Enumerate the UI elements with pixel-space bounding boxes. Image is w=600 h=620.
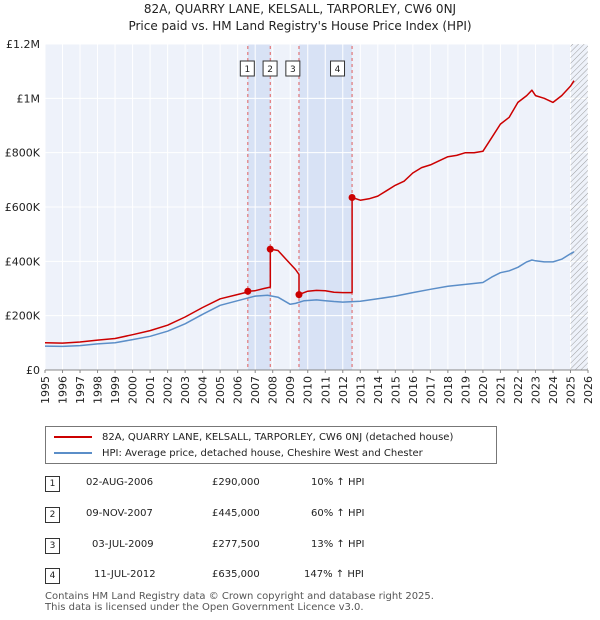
y-tick-label: £1.2M — [6, 38, 40, 51]
chart-legend: 82A, QUARRY LANE, KELSALL, TARPORLEY, CW… — [45, 426, 497, 464]
sale-row-2: 2 09-NOV-2007 £445,000 60% ↑ HPI — [45, 507, 545, 523]
x-tick-label: 2019 — [459, 376, 472, 404]
sale-point — [295, 291, 303, 299]
sale-label-number: 3 — [290, 65, 296, 75]
legend-item-property: 82A, QUARRY LANE, KELSALL, TARPORLEY, CW… — [54, 430, 453, 444]
sale-point — [348, 193, 356, 201]
y-tick-label: £1M — [17, 92, 41, 105]
x-tick-label: 2014 — [372, 376, 385, 404]
y-tick-label: £800K — [5, 147, 41, 160]
sale-label-number: 2 — [267, 65, 273, 75]
x-tick-label: 2023 — [530, 376, 543, 404]
sale-label-number: 1 — [244, 65, 250, 75]
sale-label-number: 4 — [335, 65, 341, 75]
sale-number: 3 — [45, 538, 60, 554]
x-tick-label: 1998 — [92, 376, 105, 404]
sale-date: 02-AUG-2006 — [86, 477, 154, 488]
x-tick-label: 2024 — [547, 376, 560, 404]
x-tick-label: 2026 — [582, 376, 595, 404]
y-tick-label: £0 — [26, 364, 40, 377]
sale-point — [244, 287, 252, 295]
sale-hpi: 147% ↑ HPI — [304, 569, 364, 580]
legend-label-hpi: HPI: Average price, detached house, Ches… — [102, 447, 423, 459]
x-tick-label: 2006 — [232, 376, 245, 404]
x-tick-label: 2016 — [407, 376, 420, 404]
hpi-series-line — [44, 251, 575, 348]
x-tick-label: 2011 — [319, 376, 332, 404]
sale-label-box — [285, 60, 301, 77]
sale-price: £635,000 — [212, 569, 260, 580]
x-tick-label: 2020 — [477, 376, 490, 404]
sale-price: £277,500 — [212, 539, 260, 550]
x-tick-label: 2025 — [565, 376, 578, 404]
sale-label-box — [262, 60, 278, 77]
sale-row-4: 4 11-JUL-2012 £635,000 147% ↑ HPI — [45, 568, 545, 584]
x-tick-label: 1996 — [57, 376, 70, 404]
x-tick-label: 2015 — [389, 376, 402, 404]
x-tick-label: 1997 — [74, 376, 87, 404]
x-tick-label: 2017 — [424, 376, 437, 404]
chart-subtitle: Price paid vs. HM Land Registry's House … — [128, 19, 472, 33]
x-tick-label: 2013 — [354, 376, 367, 404]
sale-number: 2 — [45, 507, 60, 523]
sale-hpi: 60% ↑ HPI — [311, 508, 365, 519]
x-tick-label: 2012 — [337, 376, 350, 404]
x-tick-label: 2022 — [512, 376, 525, 404]
x-tick-label: 1995 — [39, 376, 52, 404]
y-tick-label: £600K — [5, 201, 41, 214]
sale-date: 11-JUL-2012 — [94, 569, 156, 580]
x-tick-label: 2010 — [302, 376, 315, 404]
x-tick-label: 2008 — [267, 376, 280, 404]
legend-swatch-property — [54, 436, 92, 438]
x-tick-label: 2021 — [494, 376, 507, 404]
chart-title: 82A, QUARRY LANE, KELSALL, TARPORLEY, CW… — [143, 2, 457, 16]
property-series-line — [44, 80, 575, 344]
sale-row-1: 1 02-AUG-2006 £290,000 10% ↑ HPI — [45, 476, 545, 492]
x-tick-label: 2018 — [442, 376, 455, 404]
legend-swatch-hpi — [54, 452, 92, 454]
sale-point — [266, 245, 274, 253]
sale-number: 1 — [45, 476, 60, 492]
sale-label-box — [239, 60, 255, 77]
legend-item-hpi: HPI: Average price, detached house, Ches… — [54, 446, 423, 460]
sale-label-box — [330, 60, 346, 77]
x-tick-label: 2002 — [162, 376, 175, 404]
x-tick-label: 2009 — [284, 376, 297, 404]
footer-licence: This data is licensed under the Open Gov… — [45, 602, 364, 613]
x-tick-label: 1999 — [109, 376, 122, 404]
price-chart: 1 2 3 4 £0 £200K £400K £600K £800K £1M £1.2M 1995 1… — [5, 38, 595, 404]
x-tick-label: 2005 — [214, 376, 227, 404]
sale-hpi: 13% ↑ HPI — [311, 539, 365, 550]
sale-row-3: 3 03-JUL-2009 £277,500 13% ↑ HPI — [45, 538, 545, 554]
sale-price: £290,000 — [212, 477, 260, 488]
y-tick-label: £200K — [5, 310, 41, 323]
x-tick-label: 2000 — [127, 376, 140, 404]
sale-date: 03-JUL-2009 — [92, 539, 154, 550]
sale-date: 09-NOV-2007 — [86, 508, 153, 519]
forecast-hatch — [570, 44, 588, 370]
x-tick-label: 2004 — [197, 376, 210, 404]
sale-number: 4 — [45, 568, 60, 584]
x-tick-label: 2007 — [249, 376, 262, 404]
footer-copyright: Contains HM Land Registry data © Crown c… — [45, 591, 434, 602]
sale-hpi: 10% ↑ HPI — [311, 477, 365, 488]
x-tick-label: 2001 — [144, 376, 157, 404]
legend-label-property: 82A, QUARRY LANE, KELSALL, TARPORLEY, CW… — [102, 431, 454, 443]
y-tick-label: £400K — [5, 255, 41, 268]
x-tick-label: 2003 — [179, 376, 192, 404]
sale-price: £445,000 — [212, 508, 260, 519]
